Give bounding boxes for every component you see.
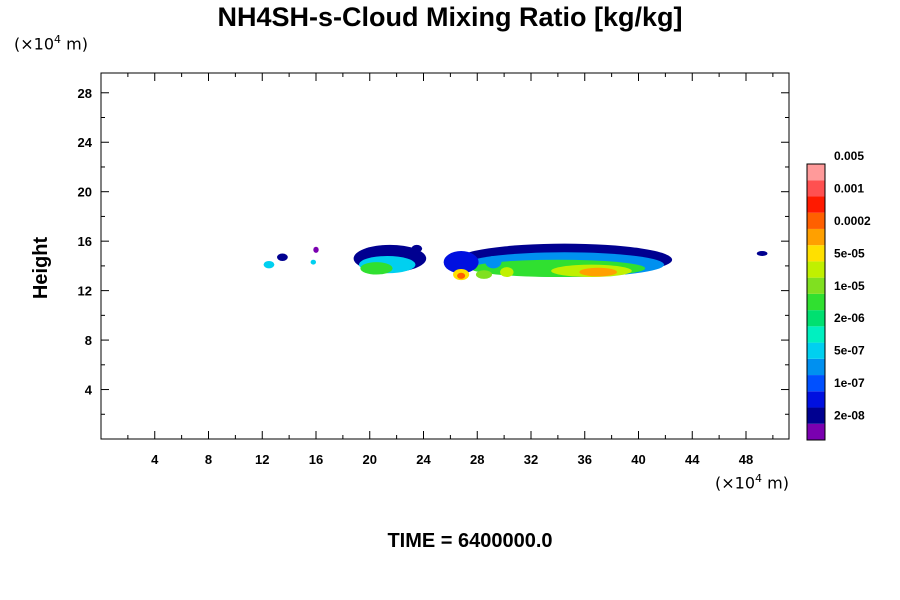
colorbar-swatch [807,212,825,229]
y-tick-label: 16 [78,234,92,249]
x-tick-label: 36 [578,452,592,467]
colorbar-label: 2e-06 [834,311,865,325]
colorbar-swatch [807,293,825,311]
cloud-region [475,270,493,279]
colorbar-swatch [807,277,825,294]
cloud-region [360,262,393,275]
colorbar-label: 0.0002 [834,214,871,228]
colorbar-swatch [807,407,825,424]
colorbar-swatch [807,164,825,181]
cloud-region [443,251,479,274]
x-tick-label: 4 [151,452,159,467]
colorbar-label: 0.005 [834,149,864,163]
y-tick-label: 8 [85,333,92,348]
cloud-region [579,267,617,277]
colorbar-swatch [807,326,825,343]
colorbar-swatch [807,391,825,408]
colorbar-label: 2e-08 [834,409,865,423]
time-label: TIME = 6400000.0 [387,530,553,552]
x-tick-label: 48 [739,452,753,467]
x-tick-label: 32 [524,452,538,467]
colorbar-label: 0.001 [834,181,864,195]
x-tick-label: 24 [416,452,431,467]
colorbar-swatch [807,342,825,359]
colorbar-label: 1e-05 [834,279,865,293]
colorbar-swatch [807,180,825,197]
cloud-region [310,259,316,265]
cloud-region [756,251,768,256]
colorbar-swatch [807,358,825,376]
colorbar-label: 5e-07 [834,344,865,358]
cloud-region [263,260,275,269]
x-tick-label: 28 [470,452,484,467]
colorbar-swatch [807,196,825,213]
cloud-region [485,256,502,269]
plot-frame [100,72,790,440]
x-tick-label: 16 [309,452,323,467]
colorbar-swatch [807,310,825,327]
x-axis-unit: (×104 m) [715,472,789,493]
chart-title: NH4SH-s-Cloud Mixing Ratio [kg/kg] [217,2,683,32]
x-tick-label: 44 [685,452,700,467]
x-tick-label: 40 [631,452,645,467]
colorbar-swatch [807,245,825,262]
y-tick-label: 24 [78,135,93,150]
x-tick-label: 8 [205,452,212,467]
cloud-region [457,272,466,279]
cloud-region [277,253,288,261]
colorbar-label: 5e-05 [834,246,865,260]
y-tick-label: 4 [85,383,93,398]
cloud-region [411,244,423,253]
y-tick-label: 28 [78,86,92,101]
x-tick-label: 20 [363,452,377,467]
colorbar-swatch [807,228,825,246]
colorbar-swatch [807,375,825,392]
cloud-region [500,267,514,278]
colorbar-frame [806,163,826,441]
y-tick-label: 20 [78,185,92,200]
y-tick-label: 12 [78,284,92,299]
x-tick-label: 12 [255,452,269,467]
colorbar-swatch [807,423,825,440]
cloud-field [263,243,768,281]
y-axis-unit: (×104 m) [14,33,88,54]
colorbar-label: 1e-07 [834,376,865,390]
colorbar-swatch [807,261,825,278]
cloud-region [313,246,319,253]
colorbar: 2e-08 1e-07 5e-07 2e-06 1e-05 5e-05 0.0002 0.00… [806,149,871,441]
